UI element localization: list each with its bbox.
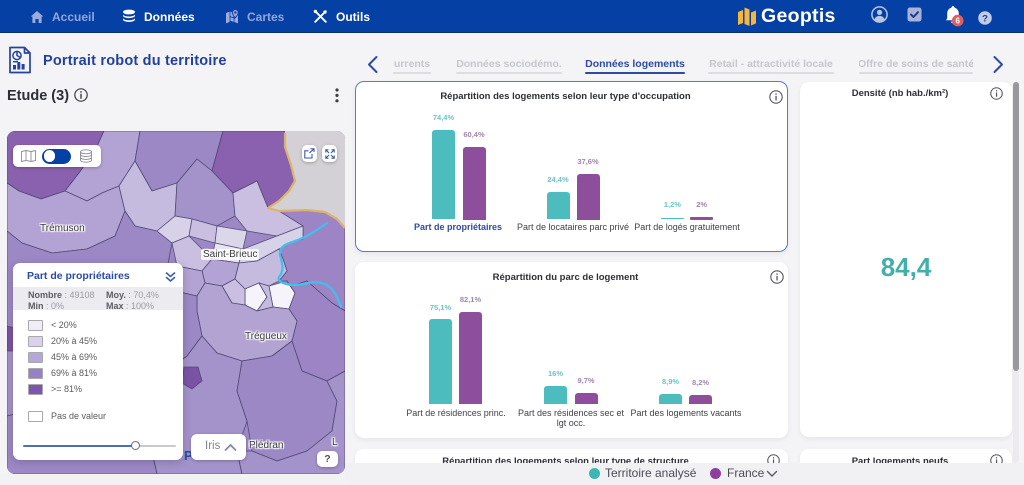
svg-text:?: ?: [982, 13, 988, 24]
svg-text:6: 6: [955, 16, 960, 25]
